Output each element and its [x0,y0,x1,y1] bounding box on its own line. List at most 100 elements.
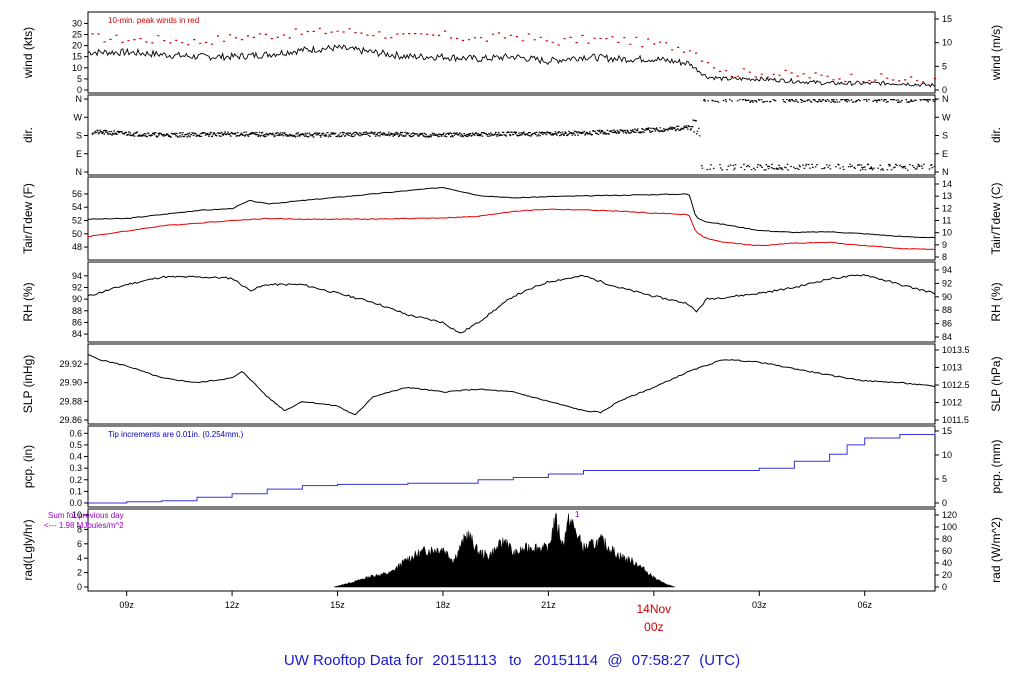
ytick-label: 0.4 [69,452,82,462]
ytick-label: 29.92 [59,359,82,369]
ytick-label: 0.6 [69,428,82,438]
ytick-label: 29.90 [59,378,82,388]
ylabel-left: rad(Lgly/hr) [21,519,35,580]
ylabel-right: dir. [989,127,1003,143]
ytick-label: 0.5 [69,440,82,450]
panel-frame-rad [87,508,936,592]
series-SLP [87,354,936,416]
ytick-label: 88 [72,306,82,316]
panel-annotation: Tip increments are 0.01in. (0.254mm.) [108,430,244,439]
rad-annotation-line: Sum for previous day [48,511,124,520]
footer-title: UW Rooftop Data for 20151113 to 20151114… [284,652,740,669]
series-direction [91,99,937,171]
ytick-right-label: W [942,112,951,122]
ytick-right-label: 1012.5 [942,380,970,390]
ytick-label: 15 [72,52,82,62]
panel-frame-temp [87,176,936,261]
ytick-label: W [74,112,83,122]
ytick-label: 50 [72,229,82,239]
ytick-label: 5 [77,74,82,84]
rad-marker-label: 1 [575,510,580,519]
ytick-right-label: 20 [942,570,952,580]
panel-frame-pcp [87,425,936,508]
ytick-label: 52 [72,216,82,226]
footer-prefix: UW Rooftop Data for [284,652,423,669]
ylabel-right: SLP (hPa) [989,356,1003,411]
panel-pcp: 0.0 0.10.2 0.30.4 0.5 0.6 0 5 10 15 pcp. (in) pcp.… [21,425,1003,508]
ytick-right-label: 120 [942,510,957,520]
panel-frame-rh [87,261,936,343]
ytick-right-label: E [942,149,948,159]
ytick-label: 56 [72,189,82,199]
footer-to: to [509,652,522,669]
day-marker-hour: 00z [644,620,663,634]
ytick-right-label: 84 [942,332,952,342]
ytick-right-label: 80 [942,534,952,544]
panel-frame-wind [87,11,936,94]
ylabel-left: Tair/Tdew (F) [21,183,35,254]
series-wind-speed [87,44,936,88]
ytick-label: 0.1 [69,486,82,496]
series-peak-wind [91,27,937,86]
ytick-label: E [76,149,82,159]
ylabel-right: Tair/Tdew (C) [989,182,1003,254]
ylabel-left: wind (kts) [21,27,35,79]
ytick-label: 0 [77,85,82,95]
ytick-right-label: 5 [942,474,947,484]
ylabel-right: RH (%) [989,282,1003,321]
ytick-right-label: 0 [942,85,947,95]
ytick-right-label: S [942,131,948,141]
ylabel-left: dir. [21,127,35,143]
ytick-right-label: 88 [942,305,952,315]
panel-annotation: 10-min. peak winds in red [108,16,199,25]
panel-frame-slp [87,343,936,425]
ytick-label: 4 [77,553,82,563]
xtick-label: 21z [541,600,556,610]
ytick-right-label: 0 [942,498,947,508]
series-Tdew [87,208,936,250]
ytick-right-label: 8 [942,252,947,262]
series-RH [87,273,936,334]
xtick-label: 12z [225,600,240,610]
panel-slp: 29.86 29.88 29.90 29.92 1011.5 1012 1012.5 1013… [21,343,1003,425]
ytick-right-label: 12 [942,203,952,213]
ytick-right-label: 10 [942,228,952,238]
ytick-right-label: 1012 [942,398,962,408]
footer-time: 07:58:27 [632,652,690,669]
ytick-label: 0.0 [69,498,82,508]
footer-at: @ [607,652,622,669]
ytick-right-label: 40 [942,558,952,568]
ytick-right-label: 15 [942,14,952,24]
ytick-label: N [76,94,83,104]
series-radiation [333,513,675,588]
ytick-label: N [76,167,83,177]
series-Tair [88,187,936,239]
ytick-label: S [76,131,82,141]
xtick-label: 09z [119,600,134,610]
ytick-right-label: 1011.5 [942,415,969,425]
day-marker-date: 14Nov [636,602,671,616]
ytick-label: 30 [72,18,82,28]
xtick-label: 03z [752,600,767,610]
ytick-right-label: 94 [942,265,952,275]
ytick-right-label: 5 [942,61,947,71]
ylabel-left: SLP (inHg) [21,355,35,413]
ytick-right-label: N [942,167,949,177]
ytick-label: 0.3 [69,463,82,473]
ylabel-right: wind (m/s) [989,25,1003,81]
ytick-label: 90 [72,294,82,304]
ytick-label: 2 [77,568,82,578]
footer-tz: (UTC) [699,652,740,669]
ytick-label: 92 [72,282,82,292]
ytick-label: 86 [72,317,82,327]
ytick-right-label: 11 [942,216,951,226]
footer-date-from: 20151113 [432,652,497,669]
ytick-right-label: 86 [942,319,952,329]
ytick-right-label: 13 [942,191,952,201]
ytick-label: 0.2 [69,475,82,485]
ytick-right-label: 1013 [942,363,962,373]
